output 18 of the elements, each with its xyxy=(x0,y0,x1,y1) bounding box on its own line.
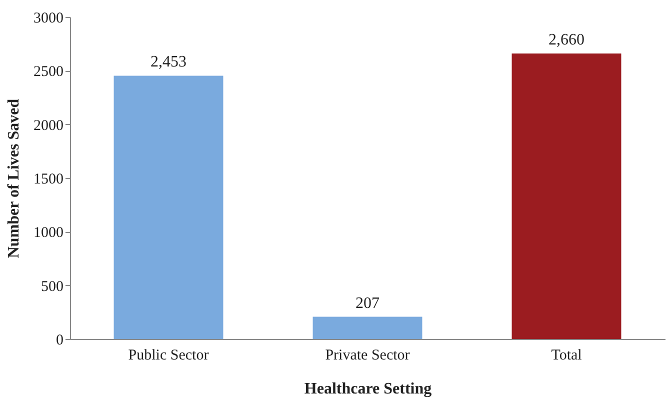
y-tick-label: 2500 xyxy=(34,64,64,80)
y-tick-label: 0 xyxy=(56,332,64,348)
data-label: 207 xyxy=(356,294,380,312)
y-tick-label: 1500 xyxy=(34,172,64,188)
x-axis-title: Healthcare Setting xyxy=(304,380,432,398)
x-tick-label: Public Sector xyxy=(128,348,209,364)
y-tick-label: 1000 xyxy=(34,225,64,242)
y-tick-label: 3000 xyxy=(34,10,64,26)
bar xyxy=(312,316,422,339)
y-axis-title: Number of Lives Saved xyxy=(6,98,22,258)
data-label: 2,660 xyxy=(548,31,584,48)
bar xyxy=(512,53,622,339)
bar xyxy=(114,76,224,339)
data-label: 2,453 xyxy=(150,54,187,71)
y-tick-label: 2000 xyxy=(34,118,64,134)
x-tick-label: Private Sector xyxy=(325,348,410,364)
y-tick-label: 500 xyxy=(41,278,64,295)
x-tick-label: Total xyxy=(551,348,582,364)
